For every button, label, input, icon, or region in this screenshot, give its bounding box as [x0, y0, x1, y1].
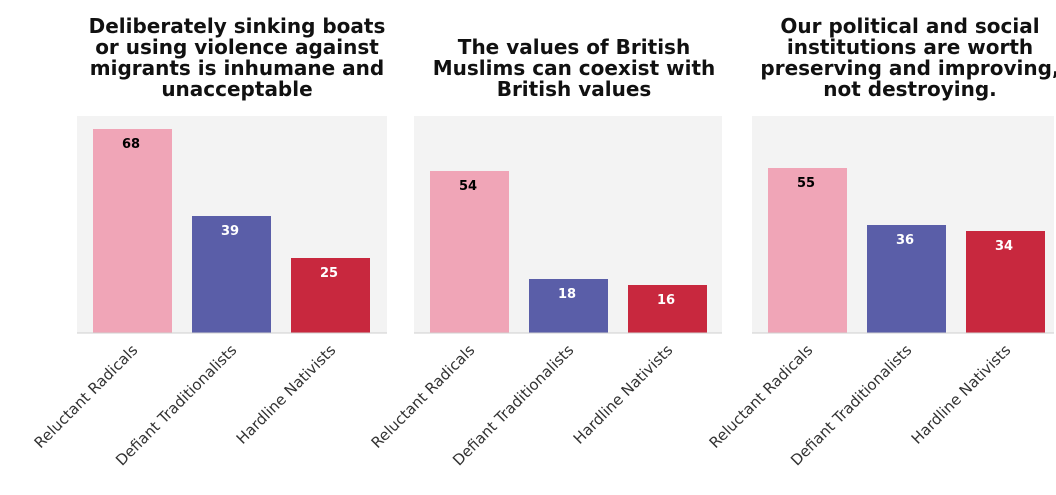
data-label: 55: [797, 176, 815, 191]
chart-title-line: Muslims can coexist with: [433, 56, 716, 80]
data-label: 16: [657, 293, 675, 308]
data-label: 34: [995, 239, 1013, 254]
data-label: 68: [122, 137, 140, 152]
bar: [966, 231, 1045, 333]
chart-title-line: The values of British: [458, 35, 690, 59]
bar: [291, 258, 370, 333]
chart-title-line: Deliberately sinking boats: [89, 14, 386, 38]
chart-title-line: migrants is inhumane and: [90, 56, 384, 80]
chart-title-line: not destroying.: [823, 77, 997, 101]
bar: [529, 279, 608, 333]
bar: [867, 225, 946, 333]
chart-title-line: or using violence against: [95, 35, 379, 59]
data-label: 54: [459, 179, 477, 194]
bar: [192, 216, 271, 333]
chart-title-line: preserving and improving,: [760, 56, 1056, 80]
x-tick-label: Reluctant Radicals: [31, 341, 142, 452]
data-label: 25: [320, 266, 338, 281]
x-tick-label: Reluctant Radicals: [706, 341, 817, 452]
chart-title-line: British values: [497, 77, 652, 101]
bar: [628, 285, 707, 333]
bar: [93, 129, 172, 333]
x-tick-label: Hardline Nativists: [570, 341, 677, 448]
data-label: 39: [221, 224, 239, 239]
bar: [768, 168, 847, 333]
x-tick-label: Hardline Nativists: [233, 341, 340, 448]
data-label: 36: [896, 233, 914, 248]
data-label: 18: [558, 287, 576, 302]
chart-title-line: unacceptable: [161, 77, 312, 101]
chart-title-line: institutions are worth: [787, 35, 1033, 59]
x-tick-label: Hardline Nativists: [908, 341, 1015, 448]
chart-title-line: Our political and social: [780, 14, 1039, 38]
x-tick-label: Reluctant Radicals: [368, 341, 479, 452]
bar: [430, 171, 509, 333]
